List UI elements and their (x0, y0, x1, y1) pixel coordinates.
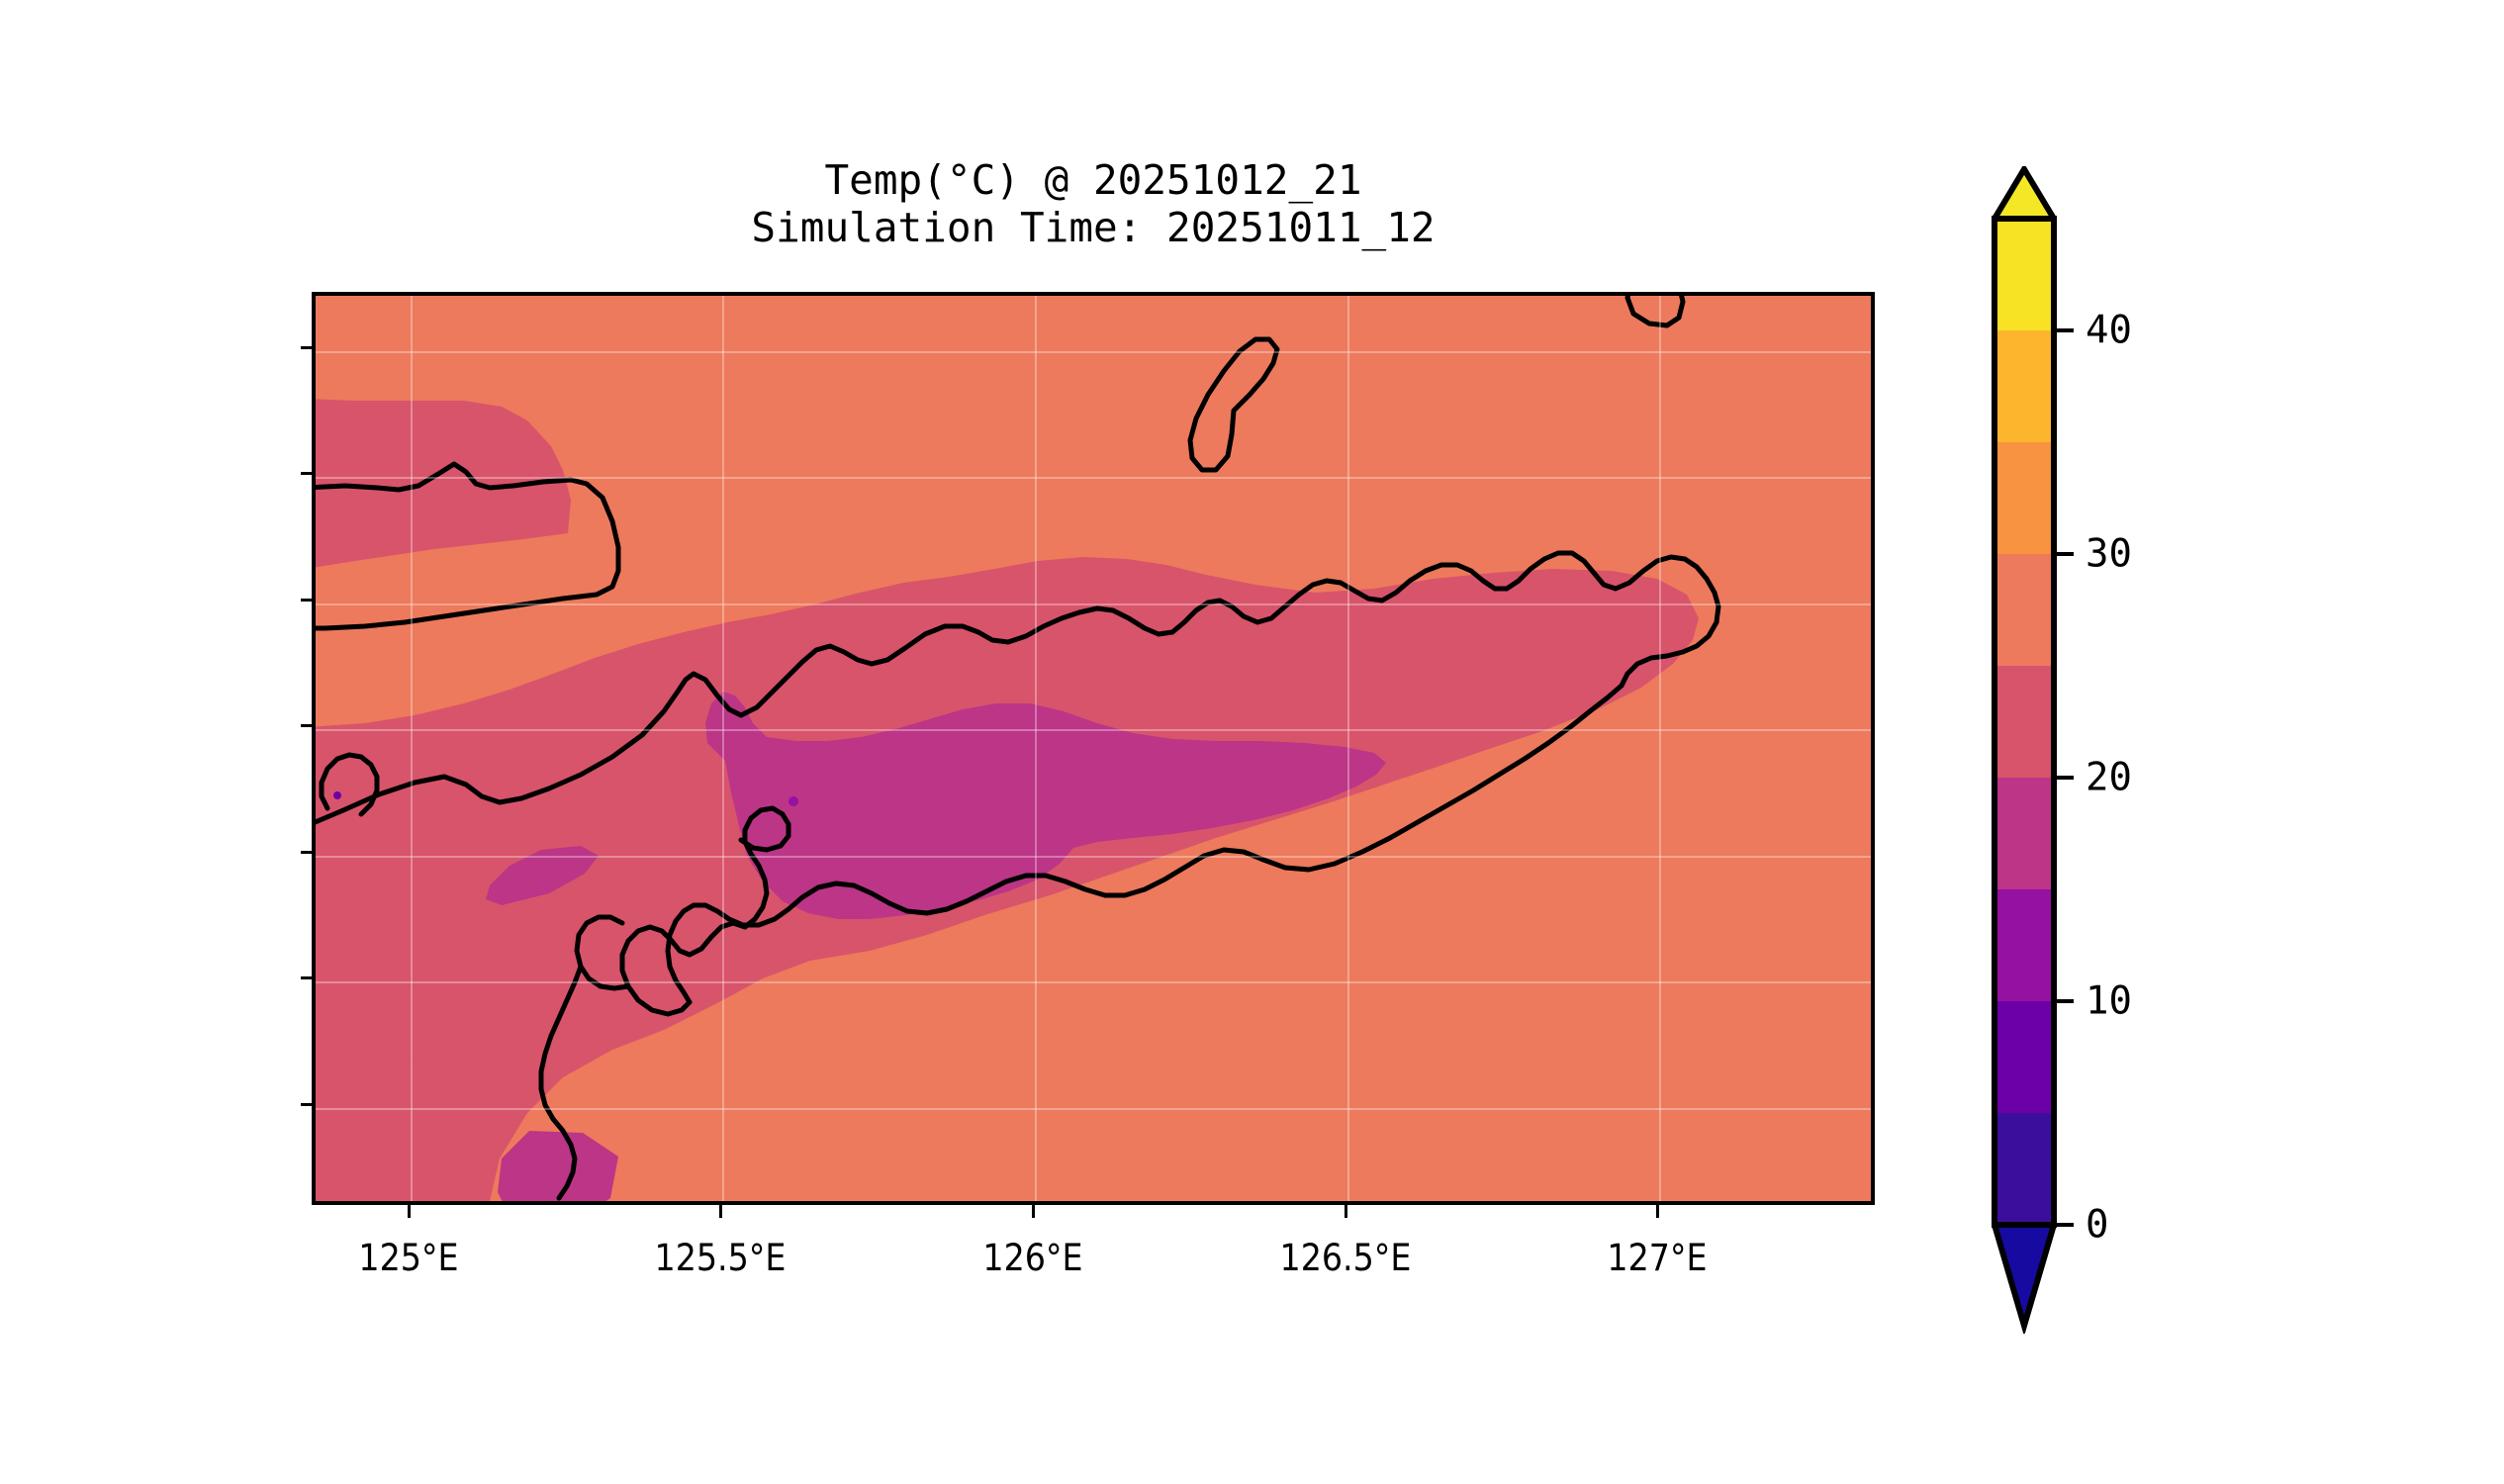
band-20-25-northwest (316, 399, 571, 568)
band-15-20-south-patch (498, 1131, 618, 1201)
band-10-15-bay-dot (333, 791, 341, 799)
ytick-mark-9S (301, 851, 314, 854)
colorbar-extend-min-arrow (1992, 1222, 2057, 1334)
colorbar-band-30-35 (1994, 442, 2054, 554)
colorbar[interactable]: 40 30 20 10 0 (1992, 166, 2132, 1334)
colorbar-band-10-15 (1994, 889, 2054, 1001)
coastline-south-main (665, 683, 1624, 1005)
colorbar-band-35-40 (1994, 330, 2054, 442)
coastline-atauro-island (1187, 336, 1280, 473)
colorbar-tick-label-40: 40 (2086, 308, 2132, 353)
colorbar-tick-mark-40 (2057, 328, 2074, 332)
ytick-mark-9.2S (301, 976, 314, 979)
band-15-20-central-highland (705, 692, 1386, 919)
figure-title: Temp(°C) @ 20251012_21 Simulation Time: … (312, 156, 1875, 252)
ytick-mark-8.8S (301, 724, 314, 727)
coastline-bay-west-arm (574, 914, 631, 991)
band-20-25-southwest-bridge (316, 995, 484, 1201)
contour-svg (316, 296, 1871, 1201)
colorbar-band-5-10 (1994, 1001, 2054, 1113)
title-line-simulation-time: Simulation Time: 20251011_12 (751, 204, 1436, 252)
ytick-mark-8.6S (301, 599, 314, 602)
coastline-bay-north-hook (738, 805, 791, 930)
coastline-southwest-bay (619, 920, 748, 1017)
coastline-south-far-west (538, 964, 584, 1201)
colorbar-tick-mark-10 (2057, 999, 2074, 1003)
xtick-label-126E: 126°E (982, 1237, 1083, 1279)
ytick-mark-8.2S (301, 346, 314, 349)
colorbar-tick-label-10: 10 (2086, 978, 2132, 1024)
coastline-west-inlet (319, 752, 380, 817)
coastline-northwest-peninsula (316, 461, 621, 631)
colorbar-extend-max-arrow (1992, 166, 2057, 222)
colorbar-tick-label-30: 30 (2086, 531, 2132, 577)
ytick-mark-8.4S (301, 472, 314, 475)
band-10-15-core (788, 796, 798, 806)
xtick-label-127E: 127°E (1607, 1237, 1708, 1279)
xtick-mark-125E (408, 1205, 411, 1218)
colorbar-band-40-45 (1994, 219, 2054, 330)
xtick-mark-125.5E (719, 1205, 722, 1218)
xtick-label-126.5E: 126.5°E (1279, 1237, 1412, 1279)
colorbar-tick-mark-20 (2057, 776, 2074, 780)
colorbar-band-25-30 (1994, 554, 2054, 666)
xtick-mark-126.5E (1345, 1205, 1347, 1218)
colorbar-tick-label-20: 20 (2086, 755, 2132, 800)
title-line-variable-time: Temp(°C) @ 20251012_21 (824, 156, 1362, 204)
colorbar-tick-mark-0 (2057, 1223, 2074, 1227)
colorbar-band-20-25 (1994, 666, 2054, 778)
xtick-mark-126E (1032, 1205, 1035, 1218)
colorbar-tick-label-0: 0 (2086, 1202, 2109, 1248)
colorbar-band-15-20 (1994, 778, 2054, 889)
colorbar-tick-mark-30 (2057, 552, 2074, 556)
coastline-small-island-northeast (1624, 296, 1686, 328)
band-15-20-bay-patch (486, 846, 599, 905)
contour-field (316, 296, 1871, 1201)
xtick-label-125E: 125°E (358, 1237, 459, 1279)
xtick-mark-127E (1656, 1205, 1659, 1218)
coastline-group (316, 296, 1721, 1201)
ytick-mark-9.4S (301, 1103, 314, 1106)
coastline-north-main (316, 550, 1721, 825)
map-plot-area[interactable] (312, 292, 1875, 1205)
colorbar-svg (1992, 166, 2057, 1334)
xtick-label-125.5E: 125.5°E (654, 1237, 787, 1279)
colorbar-band-0-5 (1994, 1113, 2054, 1225)
